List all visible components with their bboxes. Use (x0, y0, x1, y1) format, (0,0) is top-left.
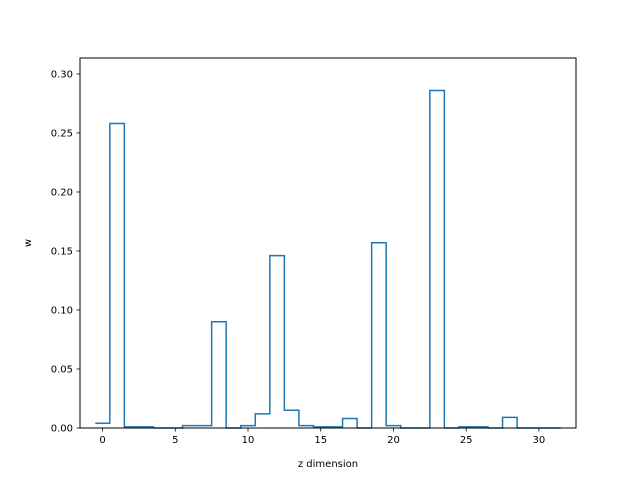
plot-background (80, 58, 576, 428)
y-tick-label: 0.30 (51, 69, 73, 80)
x-tick-label: 20 (387, 435, 400, 446)
y-tick-label: 0.00 (51, 424, 73, 435)
x-tick-label: 0 (99, 435, 105, 446)
x-tick-label: 30 (533, 435, 546, 446)
y-tick-label: 0.15 (51, 246, 73, 257)
x-tick-label: 25 (460, 435, 473, 446)
y-tick-label: 0.20 (51, 187, 73, 198)
x-tick-label: 15 (314, 435, 327, 446)
y-axis-label: w (23, 239, 34, 247)
x-tick-label: 5 (172, 435, 178, 446)
plot-frame (79, 57, 577, 429)
x-tick-label: 10 (242, 435, 255, 446)
y-tick-label: 0.10 (51, 305, 73, 316)
x-axis-ticks: 0 5 10 15 20 25 30 (99, 428, 545, 446)
y-tick-label: 0.25 (51, 128, 73, 139)
x-axis-label: z dimension (298, 459, 358, 470)
y-tick-label: 0.05 (51, 364, 73, 375)
y-axis-ticks: 0.00 0.05 0.10 0.15 0.20 0.25 0.30 (51, 69, 80, 435)
